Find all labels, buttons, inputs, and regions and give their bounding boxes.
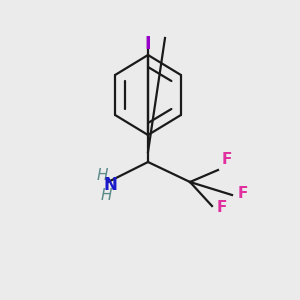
Text: N: N — [103, 176, 117, 194]
Text: F: F — [238, 187, 248, 202]
Text: I: I — [145, 35, 151, 53]
Text: H: H — [96, 167, 108, 182]
Text: H: H — [100, 188, 112, 203]
Text: F: F — [217, 200, 227, 214]
Text: F: F — [222, 152, 232, 167]
